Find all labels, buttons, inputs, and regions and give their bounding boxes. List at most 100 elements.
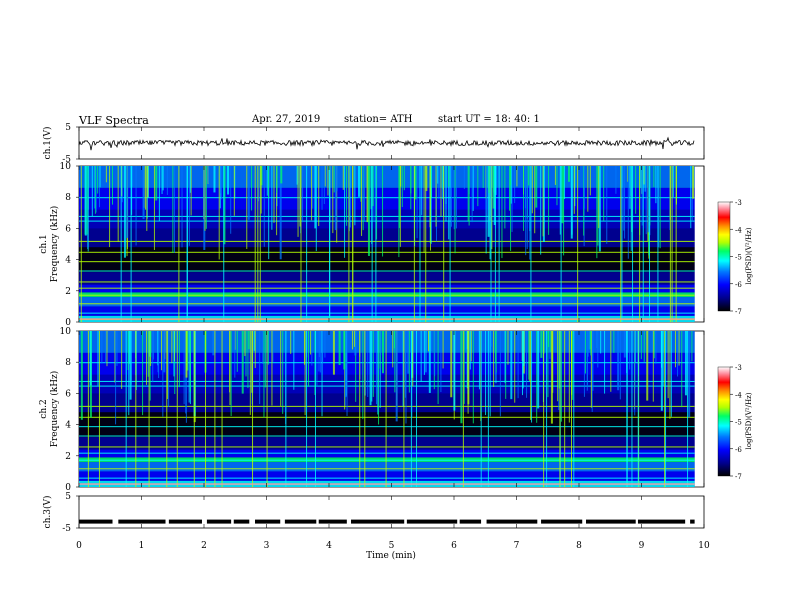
ch2-frequency-label: Frequency (kHz) <box>49 371 60 448</box>
sferic <box>478 331 480 390</box>
sferic <box>105 331 107 364</box>
sferic <box>526 166 528 250</box>
sferic <box>166 331 168 487</box>
sferic <box>297 166 299 237</box>
spectrogram-line <box>79 477 695 479</box>
sferic <box>528 166 531 186</box>
sferic <box>147 166 149 198</box>
sferic <box>353 331 355 347</box>
date-label: Apr. 27, 2019 <box>252 114 321 125</box>
sferic <box>660 331 662 368</box>
sferic <box>531 331 533 423</box>
sferic <box>610 331 612 392</box>
sferic <box>504 166 506 229</box>
sferic <box>131 166 133 215</box>
sferic <box>645 166 647 235</box>
sferic <box>272 331 274 362</box>
sferic <box>419 166 421 322</box>
sferic <box>530 166 532 322</box>
sferic <box>338 331 341 366</box>
sferic <box>630 166 632 251</box>
sferic <box>249 331 251 415</box>
sferic <box>508 166 510 211</box>
sferic <box>168 331 170 407</box>
ch1-ylabel: ch.1(V) <box>42 127 53 160</box>
sferic <box>260 166 262 214</box>
sferic <box>495 331 497 364</box>
sferic <box>204 166 206 231</box>
sferic <box>273 166 275 223</box>
spectrogram-band <box>79 471 695 481</box>
sferic <box>87 331 89 487</box>
sferic <box>651 331 653 351</box>
sferic <box>314 331 316 487</box>
sferic <box>583 166 585 209</box>
sferic <box>626 331 628 487</box>
y-tick-label: 8 <box>65 358 71 368</box>
spectrogram-line <box>79 220 695 222</box>
sferic <box>427 331 429 352</box>
sferic <box>528 331 530 380</box>
sferic <box>563 166 565 256</box>
sferic <box>495 331 497 373</box>
spectrogram-line <box>79 270 695 272</box>
sferic <box>499 331 501 417</box>
sferic <box>205 331 207 487</box>
sferic <box>615 166 617 194</box>
sferic <box>448 166 450 187</box>
sferic <box>639 166 641 189</box>
sferic <box>552 331 554 393</box>
spectrogram-line <box>79 312 695 314</box>
sferic <box>603 166 605 221</box>
sferic <box>128 331 130 364</box>
sferic <box>671 166 673 322</box>
sferic <box>416 331 418 487</box>
sferic <box>247 166 250 220</box>
sferic <box>121 331 123 389</box>
sferic <box>619 331 621 400</box>
sferic <box>412 331 414 387</box>
sferic <box>477 166 479 207</box>
sferic <box>371 166 373 322</box>
sferic <box>227 166 230 195</box>
sferic <box>316 331 318 387</box>
sferic <box>157 331 159 366</box>
sferic <box>299 166 301 227</box>
ch1-spectrogram <box>79 166 695 322</box>
sferic <box>574 166 576 207</box>
spectrogram-band <box>79 247 695 273</box>
sferic <box>348 166 350 322</box>
sferic <box>634 331 636 363</box>
sferic <box>407 331 410 374</box>
colorbar-tick-label: -7 <box>735 308 742 316</box>
sferic <box>127 331 129 371</box>
ch1-frequency-label: Frequency (kHz) <box>49 206 60 283</box>
sferic <box>529 166 531 260</box>
sferic <box>174 331 176 395</box>
sferic <box>214 331 216 487</box>
sferic <box>257 166 259 322</box>
sferic <box>150 331 152 358</box>
y-tick-label: 10 <box>60 162 72 172</box>
sferic <box>300 166 302 322</box>
sferic <box>398 166 400 258</box>
sferic <box>542 166 545 243</box>
sferic <box>489 331 491 417</box>
sferic <box>664 331 666 487</box>
sferic <box>560 331 562 422</box>
spectrogram-band <box>79 393 695 413</box>
sferic <box>504 331 506 384</box>
sferic <box>336 166 338 192</box>
spectrogram-line <box>79 287 695 289</box>
ch2-channel-label: ch.2 <box>39 399 49 418</box>
sferic <box>401 166 403 208</box>
sferic <box>445 166 447 222</box>
sferic <box>276 166 278 236</box>
sferic <box>106 331 108 367</box>
spectrogram-band <box>79 297 695 307</box>
sferic <box>423 166 425 253</box>
sferic <box>556 166 558 206</box>
sferic <box>346 166 348 226</box>
sferic <box>490 166 492 322</box>
sferic <box>343 331 346 370</box>
